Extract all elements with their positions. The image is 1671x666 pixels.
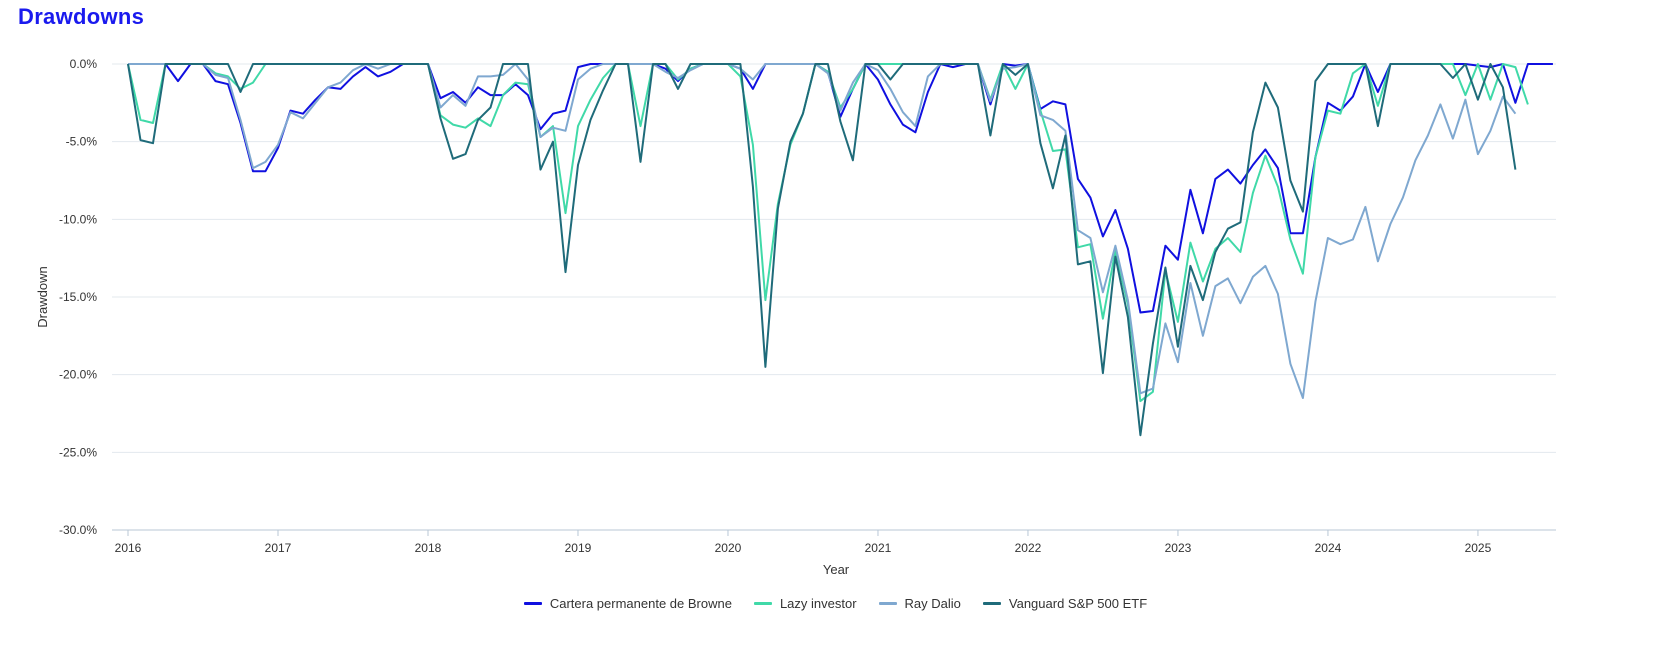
x-tick-label: 2020 xyxy=(715,541,742,555)
legend-item-1[interactable]: Lazy investor xyxy=(753,596,857,611)
chart-legend: Cartera permanente de Browne Lazy investo… xyxy=(0,596,1671,611)
y-tick-label: -15.0% xyxy=(59,290,97,304)
series-line-0 xyxy=(128,63,1553,314)
x-tick-label: 2017 xyxy=(265,541,292,555)
y-tick-label: -30.0% xyxy=(59,523,97,537)
x-tick-label: 2024 xyxy=(1315,541,1342,555)
legend-item-2[interactable]: Ray Dalio xyxy=(878,596,961,611)
legend-swatch xyxy=(753,602,772,605)
x-axis: 2016 2017 2018 2019 2020 2021 2022 2023 2024 2025 xyxy=(115,530,1492,555)
chart-title: Drawdowns xyxy=(18,4,145,29)
x-tick-label: 2023 xyxy=(1165,541,1192,555)
legend-label: Lazy investor xyxy=(779,596,857,611)
y-tick-label: -20.0% xyxy=(59,368,97,382)
legend-label: Cartera permanente de Browne xyxy=(549,596,732,611)
legend-swatch xyxy=(523,602,542,605)
y-tick-label: -25.0% xyxy=(59,445,97,459)
grid-lines xyxy=(112,63,1556,531)
y-tick-label: -5.0% xyxy=(66,135,98,149)
legend-label: Ray Dalio xyxy=(904,596,961,611)
series-lines xyxy=(127,63,1553,437)
series-line-1 xyxy=(127,63,1529,403)
legend-item-0[interactable]: Cartera permanente de Browne xyxy=(523,596,732,611)
series-line-2 xyxy=(128,63,1517,399)
y-axis-label: Drawdown xyxy=(35,266,50,327)
x-tick-label: 2019 xyxy=(565,541,592,555)
x-tick-label: 2016 xyxy=(115,541,142,555)
legend-item-3[interactable]: Vanguard S&P 500 ETF xyxy=(982,596,1148,611)
y-axis: 0.0% -5.0% -10.0% -15.0% -20.0% -25.0% -30.0% xyxy=(59,57,97,537)
series-line-3 xyxy=(127,63,1517,437)
x-tick-label: 2025 xyxy=(1465,541,1492,555)
legend-swatch xyxy=(982,602,1001,605)
x-tick-label: 2021 xyxy=(865,541,892,555)
y-tick-label: -10.0% xyxy=(59,212,97,226)
y-tick-label: 0.0% xyxy=(70,57,98,71)
x-tick-label: 2022 xyxy=(1015,541,1042,555)
legend-label: Vanguard S&P 500 ETF xyxy=(1008,596,1148,611)
x-tick-label: 2018 xyxy=(415,541,442,555)
x-axis-label: Year xyxy=(823,562,850,577)
legend-swatch xyxy=(878,602,897,605)
